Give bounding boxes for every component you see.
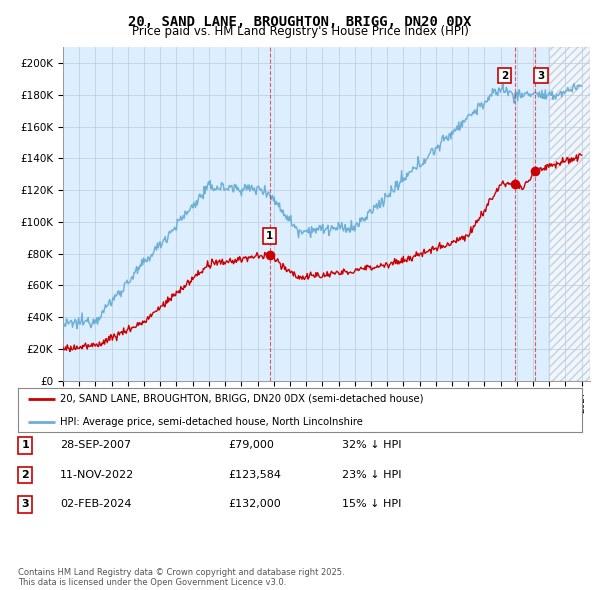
Text: 2: 2 — [501, 71, 508, 80]
Text: 28-SEP-2007: 28-SEP-2007 — [60, 441, 131, 450]
Text: 02-FEB-2024: 02-FEB-2024 — [60, 500, 131, 509]
Text: 23% ↓ HPI: 23% ↓ HPI — [342, 470, 401, 480]
Text: 20, SAND LANE, BROUGHTON, BRIGG, DN20 0DX: 20, SAND LANE, BROUGHTON, BRIGG, DN20 0D… — [128, 15, 472, 29]
Text: Price paid vs. HM Land Registry's House Price Index (HPI): Price paid vs. HM Land Registry's House … — [131, 25, 469, 38]
Text: 20, SAND LANE, BROUGHTON, BRIGG, DN20 0DX (semi-detached house): 20, SAND LANE, BROUGHTON, BRIGG, DN20 0D… — [60, 394, 424, 404]
Text: 3: 3 — [22, 500, 29, 509]
Text: £123,584: £123,584 — [228, 470, 281, 480]
Text: 15% ↓ HPI: 15% ↓ HPI — [342, 500, 401, 509]
Text: 3: 3 — [538, 71, 545, 80]
Text: £79,000: £79,000 — [228, 441, 274, 450]
Text: 1: 1 — [22, 441, 29, 450]
Text: £132,000: £132,000 — [228, 500, 281, 509]
Text: HPI: Average price, semi-detached house, North Lincolnshire: HPI: Average price, semi-detached house,… — [60, 417, 363, 427]
Text: 32% ↓ HPI: 32% ↓ HPI — [342, 441, 401, 450]
Text: Contains HM Land Registry data © Crown copyright and database right 2025.
This d: Contains HM Land Registry data © Crown c… — [18, 568, 344, 587]
Text: 2: 2 — [22, 470, 29, 480]
Text: 1: 1 — [266, 231, 273, 241]
Text: 11-NOV-2022: 11-NOV-2022 — [60, 470, 134, 480]
